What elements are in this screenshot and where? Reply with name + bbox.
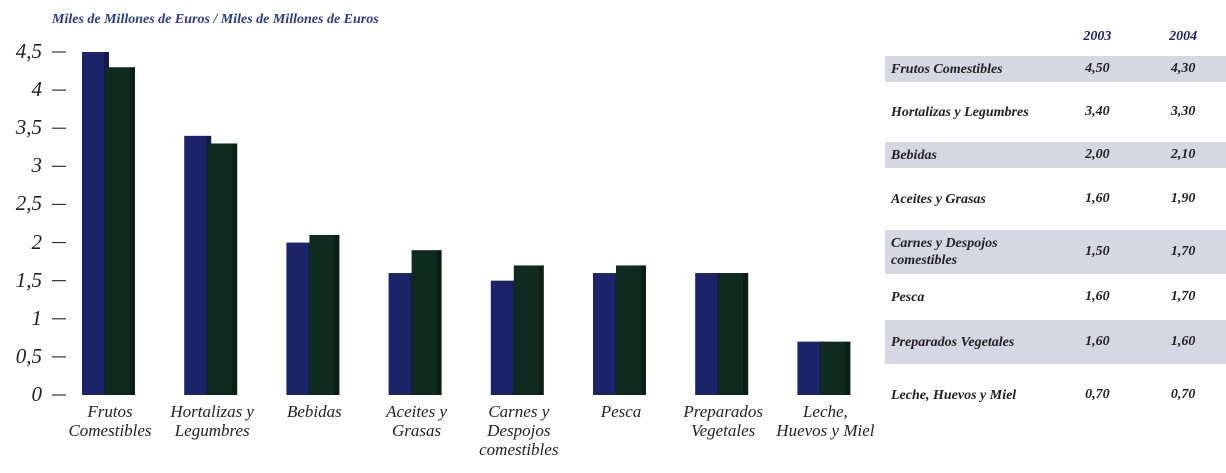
table-row: Bebidas 2,00 2,10 (885, 142, 1226, 168)
bar (695, 273, 723, 395)
x-tick-label: Leche, Huevos y Miel (776, 402, 875, 440)
y-tick-label: 0 (31, 382, 43, 406)
table-row: Aceites y Grasas 1,60 1,90 (885, 174, 1226, 224)
row-label: Frutos Comestibles (885, 56, 1055, 82)
bar (820, 341, 851, 395)
y-tick-label: 3 (31, 153, 43, 178)
y-tick-label: 4 (31, 77, 43, 102)
table-header: 2003 2004 (885, 24, 1226, 50)
cell-value: 0,70 (1170, 387, 1196, 402)
bar (388, 273, 416, 395)
bar (286, 242, 314, 395)
bar-side (845, 341, 851, 395)
row-label: Preparados Vegetales (885, 320, 1055, 364)
x-tick-label: Pesca (600, 402, 642, 421)
cell-value: 1,70 (1140, 230, 1226, 274)
row-label: Leche, Huevos y Miel (891, 387, 1017, 403)
bar-side (743, 273, 749, 395)
header-year: 2003 (1083, 29, 1112, 44)
bar-side (334, 234, 340, 395)
x-tick-label: Frutos Comestibles (68, 402, 152, 440)
chart (52, 51, 851, 396)
y-tick-label: 1 (31, 305, 43, 330)
data-table: 2003 2004 Frutos Comestibles 4,50 4,30 Hort… (885, 18, 1226, 426)
bar (309, 234, 340, 395)
table-row: Preparados Vegetales 1,60 1,60 (885, 320, 1226, 364)
y-tick-label: 1,5 (15, 267, 42, 292)
row-label: Carnes y Despojos comestibles (885, 230, 1055, 274)
bar (184, 135, 212, 395)
x-tick-label: Bebidas (287, 402, 342, 421)
row-label: Pesca (891, 289, 925, 305)
y-tick-label: 3,5 (15, 115, 42, 140)
x-tick-label: Preparados Vegetales (683, 402, 764, 440)
chart-title: Miles de Millones de Euros / Miles de Mi… (52, 12, 379, 27)
table-row: Frutos Comestibles 4,50 4,30 (885, 56, 1226, 82)
bar (105, 67, 135, 395)
bar-side (130, 67, 135, 395)
cell-value: 2,10 (1140, 142, 1226, 168)
bar (513, 265, 544, 395)
cell-value: 0,70 (1085, 387, 1110, 402)
x-tick-label: Aceites y Grasas (386, 402, 448, 440)
bar (718, 273, 749, 395)
cell-value: 1,90 (1170, 191, 1196, 206)
bar-side (538, 265, 544, 395)
cell-value: 4,50 (1054, 56, 1141, 82)
cell-value: 1,60 (1140, 320, 1226, 364)
row-label: Bebidas (885, 142, 1055, 168)
y-tick-label: 0,5 (15, 343, 42, 368)
cell-value: 1,60 (1085, 289, 1110, 304)
bar (411, 250, 442, 395)
cell-value: 2,00 (1054, 142, 1141, 168)
table-row: Leche, Huevos y Miel 0,70 0,70 (885, 370, 1226, 420)
bar-side (436, 250, 442, 395)
y-tick-label: 2 (31, 229, 43, 254)
cell-value: 1,60 (1054, 320, 1141, 364)
bar-side (232, 143, 238, 395)
header-year: 2004 (1169, 29, 1198, 44)
bar (616, 265, 646, 395)
row-label: Aceites y Grasas (891, 191, 986, 207)
header-blank (885, 24, 1054, 50)
cell-value: 3,40 (1085, 104, 1110, 119)
bar (593, 273, 620, 395)
cell-value: 1,50 (1054, 230, 1141, 274)
table-row: Carnes y Despojos comestibles 1,50 1,70 (885, 230, 1226, 274)
table-row: Pesca 1,60 1,70 (885, 280, 1226, 314)
row-label: Hortalizas y Legumbres (891, 104, 1029, 120)
y-tick-label: 4,5 (15, 39, 42, 63)
x-tick-label: Carnes y Despojos comestibles (479, 402, 559, 459)
cell-value: 3,30 (1170, 104, 1196, 119)
y-tick-label: 2,5 (15, 191, 42, 216)
cell-value: 1,70 (1170, 289, 1196, 304)
bar (797, 341, 825, 395)
cell-value: 1,60 (1085, 191, 1110, 206)
bar (207, 143, 238, 395)
bar (490, 280, 518, 395)
bar (82, 52, 109, 395)
cell-value: 4,30 (1140, 56, 1226, 82)
bar-side (641, 265, 646, 395)
x-tick-label: Hortalizas y Legumbres (170, 402, 254, 440)
table-row: Hortalizas y Legumbres 3,40 3,30 (885, 88, 1226, 136)
